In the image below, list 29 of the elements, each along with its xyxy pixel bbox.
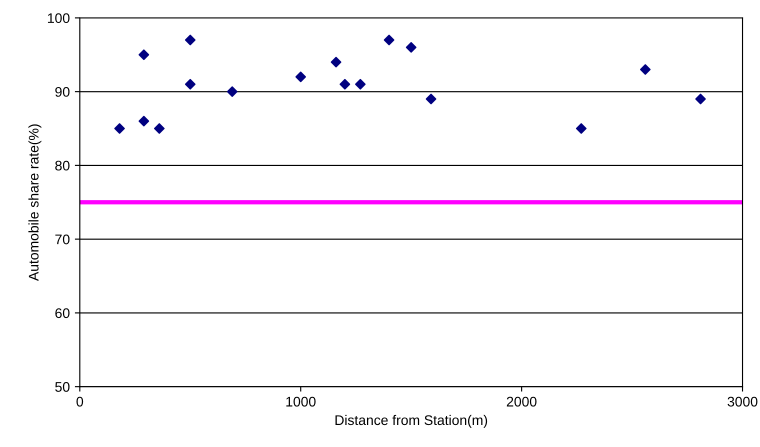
y-axis-title: Automobile share rate(%) [28,124,42,281]
point [340,78,350,90]
x-axis-title: Distance from Station(m) [336,414,488,428]
point [406,42,416,53]
x-tick-label: 0 [76,396,84,407]
point [330,56,342,68]
point [295,72,306,82]
point [384,34,394,46]
point [154,123,165,134]
x-tick-label: 2000 [506,396,537,407]
y-tick-label: 50 [55,382,70,392]
point [426,94,436,104]
point [138,49,150,60]
point [226,86,238,97]
point [576,123,587,134]
y-tick-label: 90 [55,86,70,97]
y-tick-label: 100 [48,13,70,24]
point [640,64,651,75]
point [355,78,366,90]
y-tick-label: 60 [55,308,70,318]
point [114,123,125,134]
y-tick-label: 70 [55,234,70,244]
point [184,78,196,90]
x-tick-label: 1000 [286,396,316,407]
y-tick-label: 80 [55,160,70,171]
x-tick-label: 3000 [728,396,758,407]
point [695,94,706,104]
point [184,34,196,46]
point [138,116,150,126]
